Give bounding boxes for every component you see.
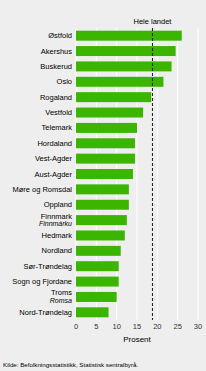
category-label: Vest-Agder [35, 154, 73, 163]
category-label: Buskerud [40, 62, 72, 71]
x-axis: 0 5 10 15 20 25 30 [74, 322, 202, 331]
category-label: Oppland [44, 200, 72, 209]
grid-line [177, 28, 178, 320]
grid-line [157, 28, 158, 320]
bar [76, 77, 163, 87]
chart: Hele landet Nord-Trøndelag TromsRomsa Sogn … [0, 0, 206, 371]
bar [76, 215, 127, 225]
category-label: Østfold [48, 31, 72, 40]
bar [76, 246, 121, 256]
category-label: Nord-Trøndelag [19, 308, 72, 317]
reference-line [152, 28, 153, 320]
category-label: Telemark [42, 123, 73, 132]
bar [76, 92, 151, 102]
bar [76, 184, 129, 194]
bar [76, 277, 119, 287]
reference-line-group [152, 28, 153, 320]
tick-label: 0 [74, 322, 78, 331]
bar [76, 200, 129, 210]
bar [76, 46, 176, 56]
chart-container: Hele landet Nord-Trøndelag TromsRomsa Sogn … [0, 0, 206, 371]
tick-label: 5 [94, 322, 98, 331]
bar [76, 230, 125, 240]
tick-label: 20 [153, 322, 161, 331]
tick-label: 30 [194, 322, 202, 331]
bar [76, 261, 119, 271]
category-label: Sogn og Fjordane [12, 277, 72, 286]
grid-line [198, 28, 199, 320]
bars [76, 31, 182, 318]
x-axis-label: Prosent [123, 335, 151, 344]
category-label: Troms [51, 288, 72, 297]
category-sublabel: Finnmárku [39, 220, 72, 227]
category-label: Finnmark [41, 212, 73, 221]
bar [76, 169, 133, 179]
bar [76, 61, 172, 71]
grid-line [137, 28, 138, 320]
bar [76, 108, 143, 118]
category-label: Hordaland [37, 139, 72, 148]
bar [76, 138, 135, 148]
category-label: Aust-Agder [34, 170, 72, 179]
category-label: Nordland [42, 246, 72, 255]
bar [76, 154, 135, 164]
category-label: Møre og Romsdal [12, 185, 72, 194]
bar [76, 292, 117, 302]
bar [76, 307, 109, 317]
annotations: Hele landet [133, 17, 172, 26]
reference-label: Hele landet [133, 17, 172, 26]
category-label: Vestfold [45, 108, 72, 117]
category-labels: Nord-Trøndelag TromsRomsa Sogn og Fjordane… [12, 31, 72, 317]
category-label: Rogaland [40, 93, 72, 102]
tick-label: 15 [133, 322, 141, 331]
grid [76, 28, 198, 320]
tick-label: 25 [173, 322, 181, 331]
footnote: Kilde: Befolkningsstatistikk, Statistisk… [3, 361, 138, 368]
category-label: Oslo [57, 77, 72, 86]
category-label: Akershus [41, 47, 73, 56]
category-label: Sør-Trøndelag [24, 262, 72, 271]
category-sublabel: Romsa [50, 297, 72, 304]
tick-label: 10 [112, 322, 120, 331]
bar [76, 123, 137, 133]
bar [76, 31, 182, 41]
background [0, 0, 206, 371]
category-label: Hedmark [42, 231, 73, 240]
